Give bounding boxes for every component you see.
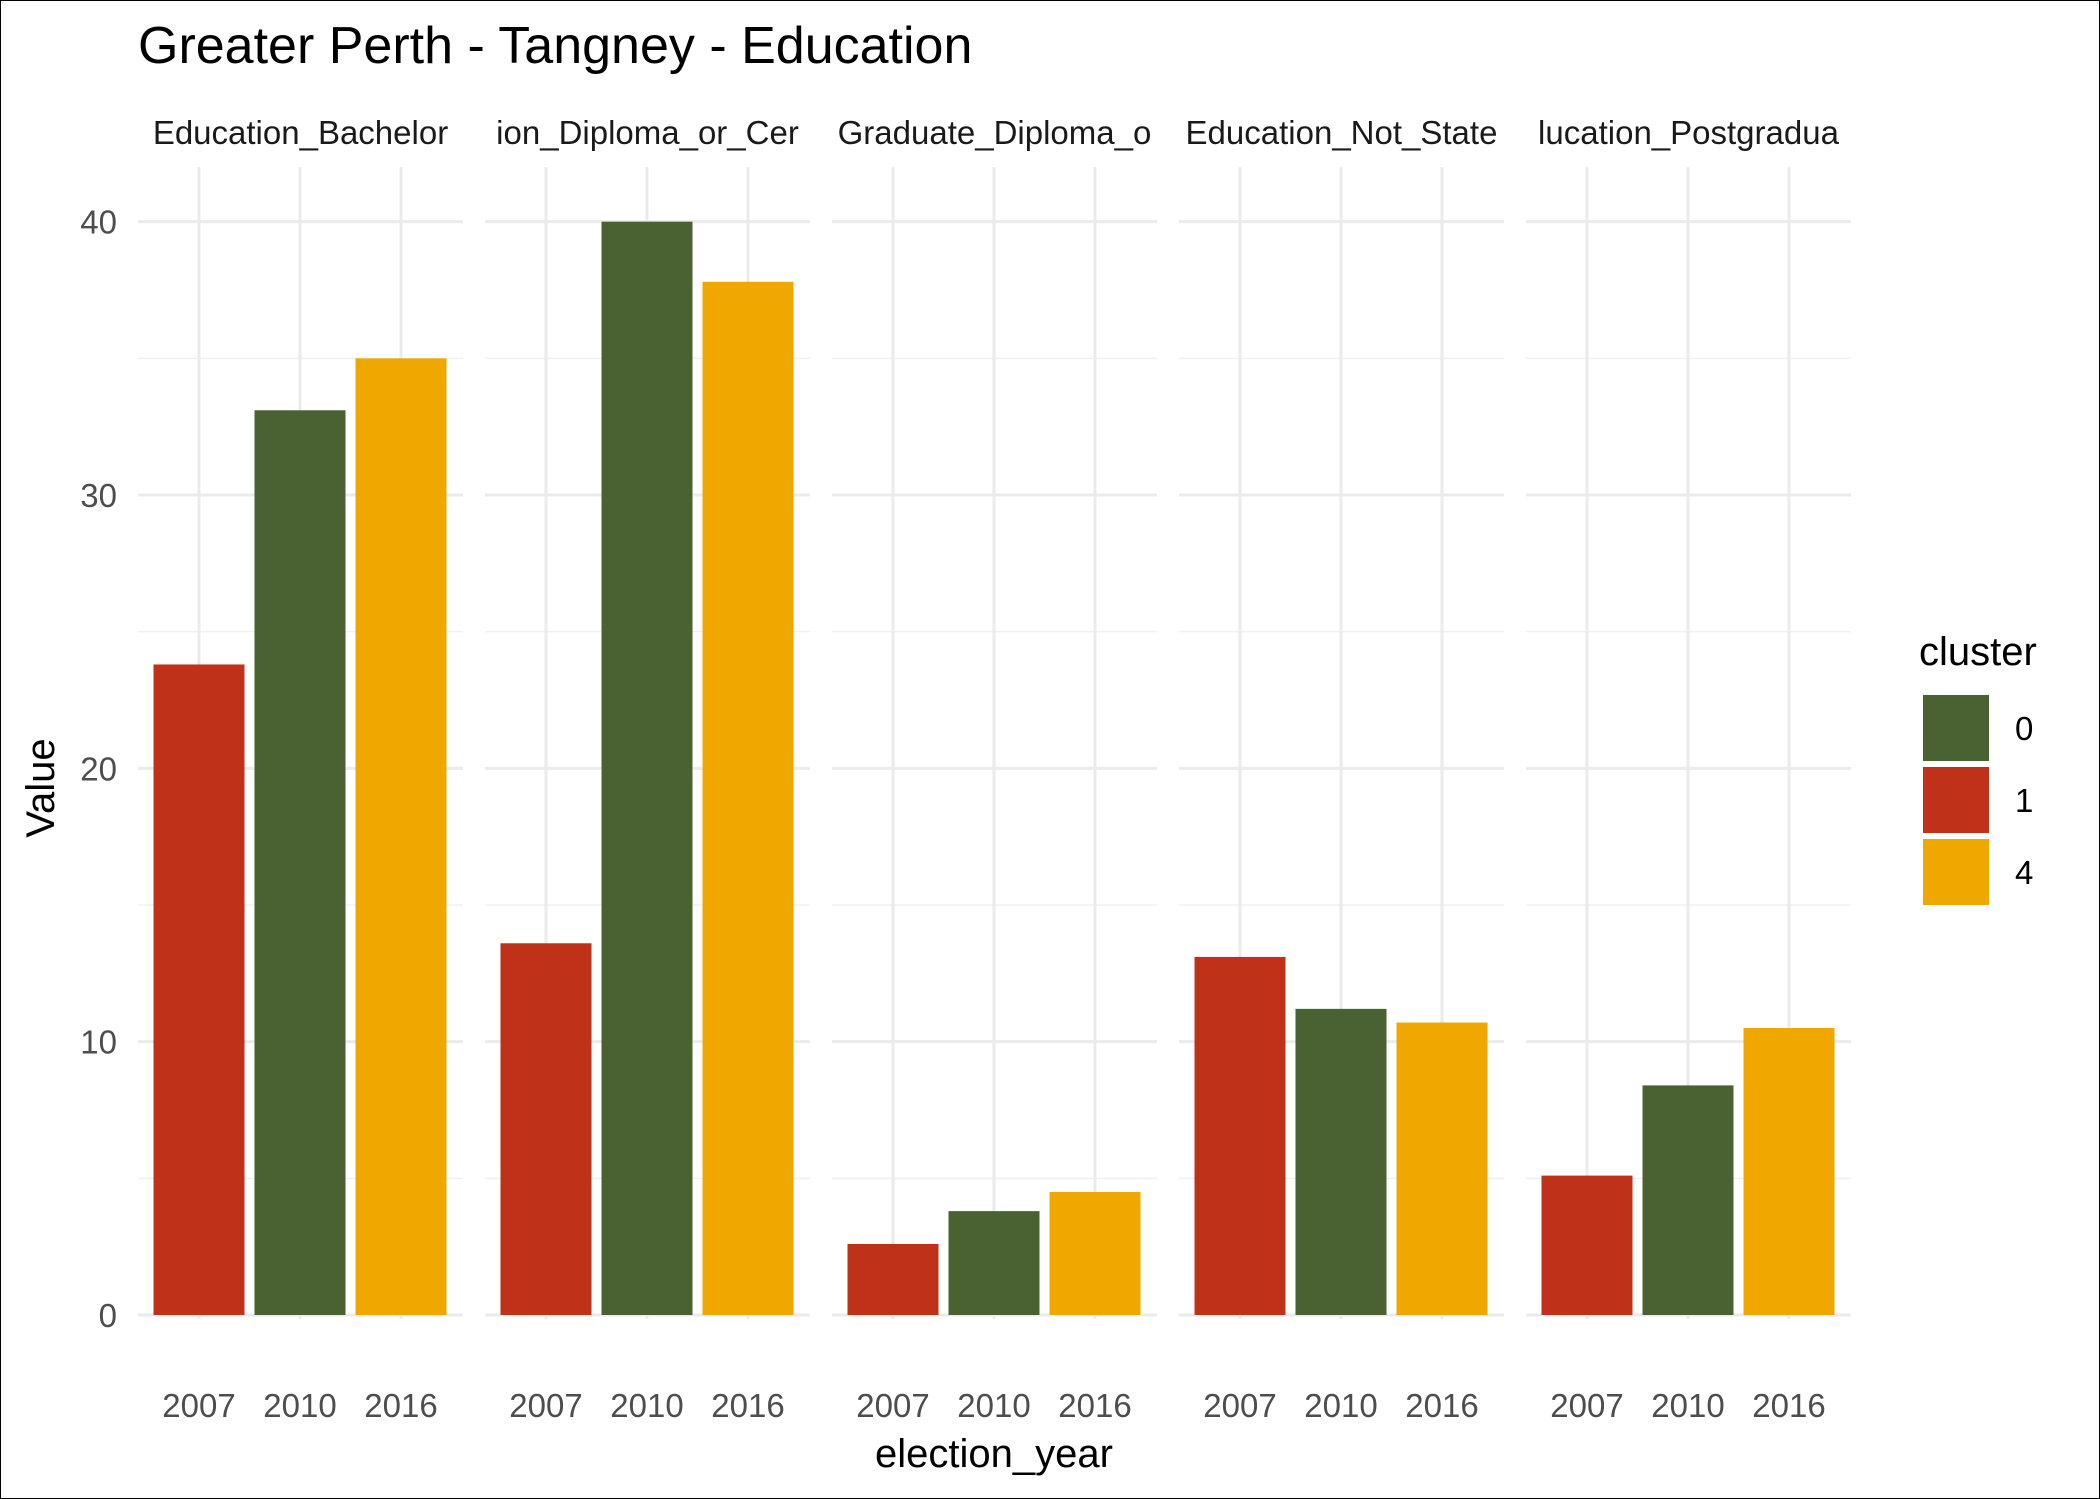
x-tick-label: 2007 xyxy=(856,1387,929,1424)
facet-panel: 2007 2010 2016 Education_Bachelor xyxy=(138,114,463,1424)
bar xyxy=(1541,1175,1633,1315)
y-tick-label: 20 xyxy=(80,750,117,787)
x-tick-label: 2016 xyxy=(1405,1387,1478,1424)
y-axis-title: Value xyxy=(19,738,63,837)
x-tick-label: 2010 xyxy=(263,1387,336,1424)
legend-label: 1 xyxy=(2015,782,2033,819)
bar xyxy=(1642,1085,1734,1315)
bar xyxy=(1049,1192,1141,1315)
legend: cluster 0 1 4 xyxy=(1919,630,2037,905)
bar xyxy=(1295,1008,1387,1315)
bar xyxy=(254,410,346,1315)
bar xyxy=(500,943,592,1315)
bar xyxy=(601,221,693,1316)
y-tick-label: 10 xyxy=(80,1024,117,1061)
bar xyxy=(948,1211,1040,1315)
y-tick-label: 30 xyxy=(80,477,117,514)
legend-key xyxy=(1923,695,1989,761)
facet-panel: 2007 2010 2016 lucation_Postgradua xyxy=(1526,114,1851,1424)
bar xyxy=(1396,1022,1488,1315)
bar xyxy=(355,358,447,1315)
x-tick-label: 2010 xyxy=(610,1387,683,1424)
facet-strip-label: Graduate_Diploma_o xyxy=(838,114,1152,151)
x-tick-label: 2010 xyxy=(1651,1387,1724,1424)
legend-label: 4 xyxy=(2015,854,2033,891)
x-tick-label: 2010 xyxy=(1304,1387,1377,1424)
facet-panel: 2007 2010 2016 Education_Not_State xyxy=(1179,114,1504,1424)
legend-key xyxy=(1923,767,1989,833)
bar xyxy=(847,1243,939,1315)
bar xyxy=(1194,956,1286,1315)
bar xyxy=(1743,1028,1835,1315)
x-tick-label: 2016 xyxy=(364,1387,437,1424)
x-tick-label: 2007 xyxy=(1550,1387,1623,1424)
x-tick-label: 2007 xyxy=(1203,1387,1276,1424)
x-tick-label: 2016 xyxy=(1058,1387,1131,1424)
facet-strip-label: Education_Not_State xyxy=(1186,114,1498,151)
x-tick-label: 2016 xyxy=(1752,1387,1825,1424)
x-tick-label: 2010 xyxy=(957,1387,1030,1424)
x-tick-label: 2007 xyxy=(509,1387,582,1424)
legend-label: 0 xyxy=(2015,710,2033,747)
facet-panel: 2007 2010 2016 Graduate_Diploma_o xyxy=(832,114,1157,1424)
bar xyxy=(153,664,245,1315)
facet-panel: 2007 2010 2016 ion_Diploma_or_Cer xyxy=(485,114,810,1424)
y-tick-label: 0 xyxy=(99,1297,117,1334)
facet-strip-label: lucation_Postgradua xyxy=(1538,114,1840,151)
facet-strip-label: ion_Diploma_or_Cer xyxy=(496,114,799,151)
legend-title: cluster xyxy=(1919,630,2037,674)
bar xyxy=(702,281,794,1315)
legend-key xyxy=(1923,839,1989,905)
x-tick-label: 2016 xyxy=(711,1387,784,1424)
y-tick-label: 40 xyxy=(80,204,117,241)
facet-strip-label: Education_Bachelor xyxy=(153,114,448,151)
chart-title: Greater Perth - Tangney - Education xyxy=(138,17,972,75)
x-tick-label: 2007 xyxy=(162,1387,235,1424)
x-axis-title: election_year xyxy=(875,1432,1113,1476)
